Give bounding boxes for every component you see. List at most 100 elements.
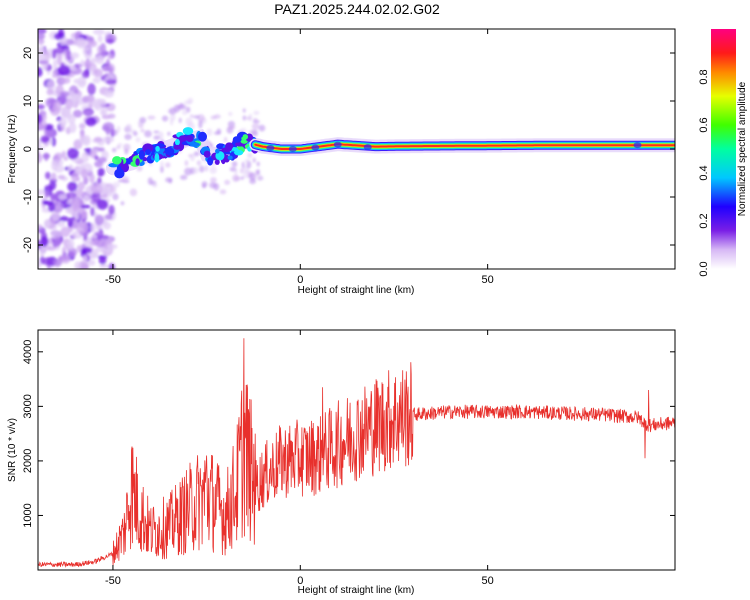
noise-blob xyxy=(46,246,57,251)
ridge-blob xyxy=(227,155,233,161)
x-tick-label: 0 xyxy=(297,575,303,587)
ridge-blob xyxy=(135,158,140,166)
tone-band-dip xyxy=(311,144,320,151)
noise-blob xyxy=(97,157,107,164)
noise-blob xyxy=(181,110,188,115)
noise-blob xyxy=(140,128,145,133)
noise-blob xyxy=(59,117,67,128)
noise-blob xyxy=(229,125,236,129)
noise-blob xyxy=(82,255,88,263)
noise-blob xyxy=(98,147,105,152)
noise-blob xyxy=(106,184,113,194)
noise-blob xyxy=(102,136,115,143)
noise-blob xyxy=(61,77,71,84)
spectrogram-y-ticks: -20 -10 0 10 20 xyxy=(22,47,675,253)
noise-blob xyxy=(256,174,263,181)
noise-blob xyxy=(76,37,86,49)
noise-blob xyxy=(102,221,111,230)
spectrogram-y-label: Frequency (Hz) xyxy=(7,115,18,184)
noise-blob xyxy=(52,101,62,113)
noise-blob xyxy=(96,199,109,210)
noise-blob xyxy=(183,100,192,105)
noise-blob xyxy=(61,246,67,256)
noise-blob xyxy=(85,116,97,127)
noise-blob xyxy=(189,153,196,162)
tone-band-dip xyxy=(333,141,342,148)
y-tick-label: -10 xyxy=(22,189,34,205)
y-tick-label: 2000 xyxy=(22,449,34,473)
noise-blob xyxy=(241,161,245,169)
noise-blob xyxy=(38,113,43,125)
noise-blob xyxy=(52,48,57,59)
noise-blob xyxy=(67,181,78,192)
noise-blob xyxy=(99,263,109,269)
noise-blob xyxy=(152,183,158,188)
noise-blob xyxy=(117,143,123,147)
noise-blob xyxy=(83,47,93,60)
colorbar-gradient xyxy=(711,29,736,269)
noise-blob xyxy=(43,219,50,229)
noise-blob xyxy=(232,174,240,182)
noise-blob xyxy=(75,208,80,221)
noise-blob xyxy=(169,107,177,115)
x-tick-label: -50 xyxy=(105,274,121,286)
ridge-blob xyxy=(203,150,211,158)
colorbar-tick-label: 0.6 xyxy=(698,117,710,132)
ridge-blob xyxy=(234,149,244,156)
noise-blob xyxy=(120,201,125,206)
snr-x-label: Height of straight line (km) xyxy=(298,585,415,596)
x-tick-label: 0 xyxy=(297,274,303,286)
noise-blob xyxy=(44,191,49,199)
noise-blob xyxy=(106,243,118,250)
noise-blob xyxy=(209,166,217,174)
noise-blob xyxy=(46,80,56,92)
noise-blob xyxy=(89,249,99,259)
noise-blob xyxy=(90,65,96,76)
noise-blob xyxy=(178,117,182,124)
noise-blob xyxy=(201,184,207,189)
noise-blob xyxy=(90,222,96,233)
noise-blob xyxy=(44,171,51,180)
y-tick-label: 1000 xyxy=(22,503,34,527)
noise-blob xyxy=(253,110,260,115)
noise-blob xyxy=(52,59,58,71)
noise-blob xyxy=(38,104,45,110)
noise-blob xyxy=(81,96,90,103)
noise-blob xyxy=(80,59,85,66)
noise-blob xyxy=(153,130,160,134)
noise-blob xyxy=(224,179,231,185)
noise-blob xyxy=(46,88,54,96)
ridge-blob xyxy=(138,150,145,160)
noise-blob xyxy=(106,236,112,245)
noise-blob xyxy=(38,66,43,77)
noise-blob xyxy=(79,123,86,130)
noise-blob xyxy=(256,161,260,167)
x-tick-label: -50 xyxy=(105,575,121,587)
noise-blob xyxy=(160,160,164,168)
ridge-blob xyxy=(182,127,194,135)
spectrogram-noise xyxy=(38,29,266,269)
noise-blob xyxy=(54,47,65,54)
noise-blob xyxy=(193,115,200,119)
noise-blob xyxy=(96,99,107,107)
y-tick-label: 10 xyxy=(22,95,34,107)
ridge-blob xyxy=(164,147,175,156)
noise-blob xyxy=(107,54,114,60)
noise-blob xyxy=(132,131,138,137)
noise-blob xyxy=(65,49,71,60)
noise-blob xyxy=(168,178,173,184)
noise-blob xyxy=(88,103,93,109)
noise-blob xyxy=(79,80,86,86)
noise-blob xyxy=(65,98,74,110)
noise-blob xyxy=(91,234,98,239)
tone-band-layer xyxy=(254,143,675,150)
noise-blob xyxy=(249,172,257,181)
noise-blob xyxy=(144,130,152,138)
noise-blob xyxy=(75,176,81,182)
noise-blob xyxy=(251,123,260,130)
noise-blob xyxy=(71,199,81,212)
noise-blob xyxy=(76,222,89,234)
noise-blob xyxy=(90,183,103,194)
noise-blob xyxy=(39,249,45,257)
ridge-blob xyxy=(155,145,160,152)
